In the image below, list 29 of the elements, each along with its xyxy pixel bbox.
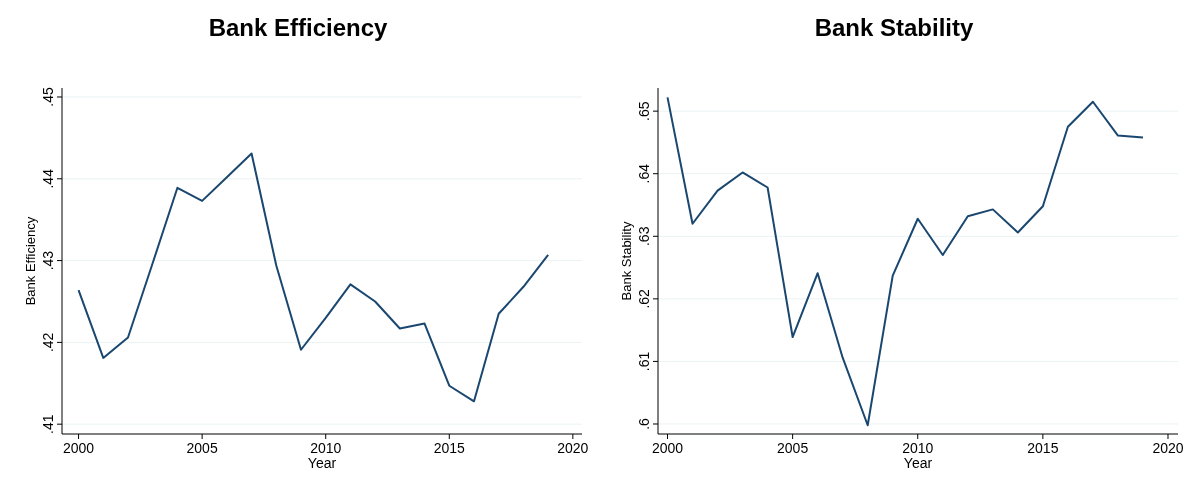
x-tick-label: 2015 [1027, 440, 1059, 456]
y-axis-title: Bank Efficiency [23, 216, 38, 306]
y-tick-label: .43 [40, 250, 56, 271]
y-tick-label: .44 [40, 168, 56, 189]
line-series [77, 152, 550, 403]
line-series [666, 96, 1144, 427]
y-tick-label: .42 [40, 332, 56, 353]
x-tick-label: 2000 [651, 440, 684, 456]
x-tick-label: 2010 [310, 440, 342, 456]
x-tick-label: 2010 [902, 440, 934, 456]
x-tick-label: 2015 [433, 440, 466, 456]
y-tick-label: .45 [40, 87, 56, 107]
x-tick-label: 2000 [62, 440, 95, 456]
y-axis-title: Bank Stability [619, 221, 634, 301]
x-tick-label: 2020 [1152, 440, 1184, 456]
y-tick-label: .62 [636, 288, 652, 309]
x-tick-label: 2005 [777, 440, 809, 456]
y-tick-label: .41 [40, 414, 56, 434]
y-tick-label: .64 [636, 163, 652, 184]
x-axis-title: Year [307, 455, 337, 471]
y-tick-label: .61 [636, 351, 652, 372]
x-tick-label: 2005 [186, 440, 218, 456]
y-tick-label: .65 [636, 101, 652, 121]
chart-title: Bank Stability [814, 14, 974, 41]
chart-title: Bank Efficiency [208, 14, 389, 41]
y-tick-label: .6 [636, 417, 652, 430]
x-axis-title: Year [903, 455, 933, 471]
x-tick-label: 2020 [557, 440, 589, 456]
y-tick-label: .63 [636, 226, 652, 247]
